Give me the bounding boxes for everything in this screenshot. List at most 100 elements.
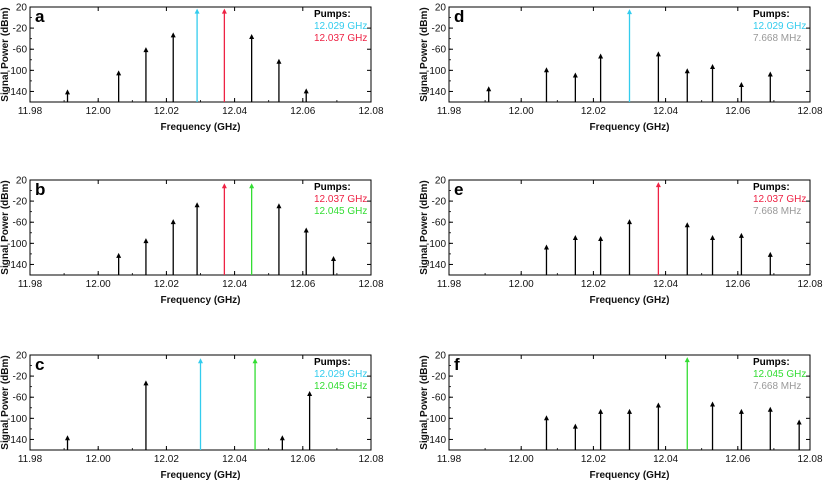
stem-arrowhead — [249, 183, 255, 189]
x-tick-label: 12.06 — [290, 454, 315, 465]
stem-arrowhead — [627, 9, 632, 15]
panel-letter: a — [35, 7, 45, 26]
pump-legend-entry: 12.037 GHz — [753, 194, 806, 205]
x-tick-label: 12.08 — [797, 279, 822, 290]
y-tick-label: -20 — [13, 24, 28, 35]
y-tick-label: -20 — [432, 372, 447, 383]
y-tick-label: 20 — [16, 3, 28, 14]
stem-arrowhead — [796, 419, 802, 425]
stem-arrowhead — [221, 8, 227, 14]
stem-arrowhead — [738, 232, 744, 238]
pumps-legend-title: Pumps: — [314, 182, 351, 193]
pumps-legend-title: Pumps: — [753, 182, 790, 193]
pumps-legend-title: Pumps: — [753, 9, 790, 20]
x-tick-label: 12.00 — [509, 279, 534, 290]
stem-arrowhead — [655, 402, 661, 408]
stem-arrowhead — [767, 251, 773, 257]
y-tick-label: -60 — [13, 45, 28, 56]
x-tick-label: 12.00 — [86, 454, 111, 465]
panel-letter: d — [454, 7, 464, 26]
stem-arrowhead — [143, 380, 149, 386]
stem-arrowhead — [330, 256, 336, 262]
x-axis-title: Frequency (GHz) — [589, 295, 669, 306]
pump-legend-entry: 12.029 GHz — [753, 21, 806, 32]
pumps-legend-title: Pumps: — [753, 357, 790, 368]
y-axis-title: Signal Power (dBm) — [419, 7, 430, 101]
y-tick-label: -140 — [426, 87, 446, 98]
stem-arrowhead — [194, 8, 200, 14]
stem-arrowhead — [194, 202, 200, 208]
x-tick-label: 12.00 — [86, 279, 111, 290]
y-tick-label: -20 — [13, 372, 28, 383]
x-tick-label: 12.06 — [290, 106, 315, 117]
y-tick-label: -100 — [7, 239, 27, 250]
y-tick-label: 20 — [435, 176, 447, 187]
panel-c: 20 -20 -60 -100 -140 11.98 12.00 12.02 12.04 12.0… — [0, 351, 384, 482]
x-tick-label: 11.98 — [437, 106, 462, 117]
y-tick-label: 20 — [16, 351, 28, 362]
y-tick-label: 20 — [435, 351, 447, 362]
x-tick-label: 12.06 — [725, 106, 750, 117]
stem-arrowhead — [303, 88, 309, 94]
pump-legend-entry: 12.037 GHz — [314, 194, 367, 205]
x-tick-label: 12.06 — [725, 454, 750, 465]
y-axis-title: Signal Power (dBm) — [0, 355, 11, 449]
stem-arrowhead — [221, 183, 227, 189]
stem-arrowhead — [198, 358, 203, 364]
stem-arrowhead — [486, 86, 492, 92]
x-tick-label: 12.08 — [358, 106, 383, 117]
y-tick-label: -100 — [426, 66, 446, 77]
x-tick-label: 12.02 — [581, 279, 606, 290]
panel-f: 20 -20 -60 -100 -140 11.98 12.00 12.02 12.04 12.0… — [419, 351, 823, 482]
y-tick-label: -20 — [432, 24, 447, 35]
x-tick-label: 12.02 — [581, 454, 606, 465]
pumps-legend-title: Pumps: — [314, 357, 351, 368]
stem-arrowhead — [543, 67, 549, 73]
stem-arrowhead — [276, 203, 282, 209]
stem-arrowhead — [249, 33, 255, 39]
panel-letter: c — [35, 355, 44, 374]
stem-arrowhead — [170, 32, 176, 38]
stem-arrowhead — [655, 51, 661, 57]
stem-arrowhead — [767, 406, 773, 412]
stem-arrowhead — [710, 64, 716, 70]
pump-legend-entry: 12.045 GHz — [314, 206, 367, 217]
stem-arrowhead — [738, 82, 744, 87]
stem-arrowhead — [738, 408, 744, 414]
y-tick-label: 20 — [16, 176, 28, 187]
y-tick-label: -60 — [432, 393, 447, 404]
y-axis-title: Signal Power (dBm) — [0, 180, 11, 274]
x-tick-label: 12.04 — [653, 279, 678, 290]
stem-arrowhead — [279, 435, 285, 441]
x-tick-label: 12.00 — [509, 106, 534, 117]
x-tick-label: 12.04 — [653, 454, 678, 465]
y-tick-label: -60 — [432, 218, 447, 229]
x-tick-label: 12.08 — [797, 454, 822, 465]
pump-legend-entry: 12.045 GHz — [753, 369, 806, 380]
stem-arrowhead — [710, 234, 716, 240]
pump-legend-entry: 12.029 GHz — [314, 21, 367, 32]
x-tick-label: 12.08 — [358, 279, 383, 290]
x-axis-title: Frequency (GHz) — [160, 295, 240, 306]
stem-arrowhead — [543, 244, 549, 250]
pump-legend-entry: 7.668 MHz — [753, 381, 801, 392]
panel-e: 20 -20 -60 -100 -140 11.98 12.00 12.02 12.04 12.0… — [419, 176, 823, 307]
stem-arrowhead — [276, 58, 282, 64]
panel-a: 20 -20 -60 -100 -140 11.98 12.00 12.02 12.04 12.0… — [0, 3, 384, 134]
panel-letter: f — [454, 355, 460, 374]
x-tick-label: 12.02 — [154, 106, 179, 117]
y-tick-label: -60 — [13, 218, 28, 229]
x-tick-label: 12.00 — [86, 106, 111, 117]
y-tick-label: -140 — [426, 260, 446, 271]
pump-legend-entry: 12.037 GHz — [314, 33, 367, 44]
stem-arrowhead — [307, 390, 313, 396]
x-tick-label: 12.02 — [154, 454, 179, 465]
stem-arrowhead — [572, 234, 578, 240]
stem-arrowhead — [627, 219, 632, 225]
y-tick-label: -140 — [7, 87, 27, 98]
y-tick-label: -100 — [7, 66, 27, 77]
x-axis-title: Frequency (GHz) — [160, 122, 240, 133]
x-tick-label: 11.98 — [437, 279, 462, 290]
x-tick-label: 11.98 — [18, 106, 43, 117]
